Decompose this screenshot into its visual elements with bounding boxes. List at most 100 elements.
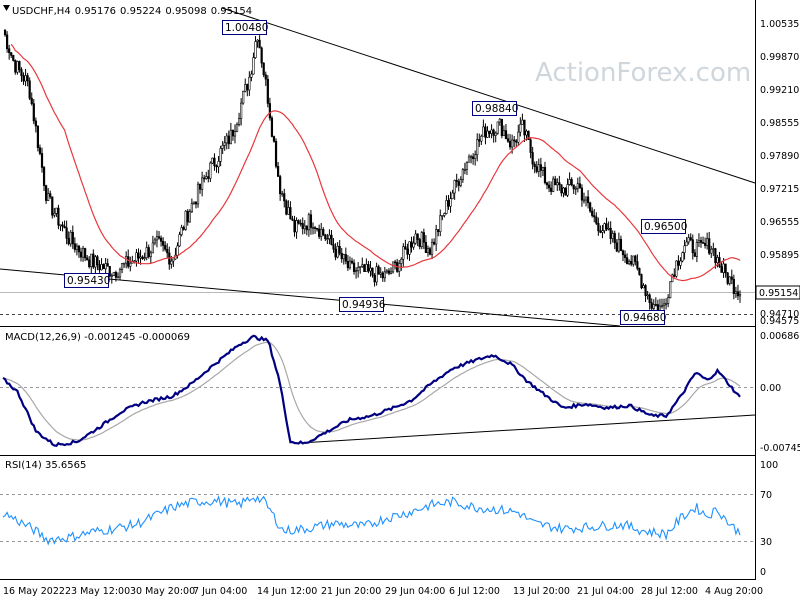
candle-body: [274, 141, 278, 167]
annotation-box: [641, 219, 686, 234]
candle-body: [47, 193, 50, 201]
candle-body: [488, 130, 491, 134]
candle-body: [537, 164, 540, 172]
candle-body: [525, 130, 528, 136]
candle-body: [145, 247, 148, 258]
candle-body: [547, 184, 551, 189]
time-axis: 16 May 2022 23 May 12:00 30 May 20:00 7 …: [3, 586, 763, 597]
candle-body: [73, 243, 76, 250]
macd-trendline: [299, 414, 756, 444]
candle-body: [554, 178, 557, 186]
candle-body: [32, 103, 35, 122]
candle-body: [660, 305, 664, 308]
candle-body: [447, 200, 450, 207]
candle-body: [675, 260, 678, 277]
candle-body: [61, 224, 64, 227]
candle-body: [293, 219, 296, 233]
candle-body: [704, 242, 707, 246]
candle-body: [201, 177, 204, 190]
rsi-tick: 100: [760, 460, 778, 471]
candle-body: [196, 183, 200, 205]
candle-body: [586, 196, 590, 204]
candle-body: [205, 176, 208, 180]
candle-body: [689, 237, 692, 241]
candle-body: [182, 227, 185, 230]
candle-body: [153, 239, 157, 244]
candle-body: [190, 203, 193, 213]
open-value: 0.95176: [75, 6, 116, 17]
candle-body: [644, 285, 647, 296]
candle-body: [383, 271, 386, 279]
candle-body: [609, 227, 612, 239]
candle-body: [529, 139, 532, 153]
candle-body: [338, 246, 341, 254]
candle-body: [340, 252, 343, 260]
candle-body: [75, 245, 79, 250]
candle-body: [229, 129, 232, 145]
price-axis: 1.00535 0.99870 0.99210 0.98555 0.97890 …: [755, 19, 800, 327]
candle-body: [486, 130, 489, 138]
candle-body: [127, 256, 130, 267]
watermark-text: ActionForex.com: [535, 58, 751, 88]
candle-body: [648, 294, 651, 304]
candle-body: [722, 263, 725, 273]
candle-body: [568, 179, 571, 185]
candle-body: [3, 29, 7, 36]
candle-body: [264, 74, 267, 80]
candle-body: [527, 130, 530, 141]
candle-body: [732, 278, 735, 294]
candle-body: [92, 253, 95, 268]
candle-body: [523, 119, 526, 136]
candle-body: [254, 41, 257, 58]
candle-body: [632, 255, 635, 265]
candle-body: [515, 140, 518, 143]
candle-body: [332, 244, 335, 250]
candle-body: [129, 262, 132, 267]
candle-body: [400, 258, 403, 264]
candle-body: [342, 254, 345, 260]
candle-body: [500, 118, 503, 137]
candle-body: [281, 193, 284, 195]
candle-body: [734, 291, 737, 294]
candle-body: [365, 264, 368, 272]
candle-body: [591, 210, 594, 216]
candle-body: [424, 241, 428, 254]
time-tick: 23 May 12:00: [65, 586, 130, 597]
candle-body: [545, 182, 549, 186]
candle-body: [430, 241, 434, 255]
candle-body: [619, 238, 623, 252]
candle-body: [673, 274, 676, 277]
candle-body: [439, 215, 442, 232]
candle-body: [720, 266, 723, 273]
candle-body: [712, 248, 715, 250]
time-tick: 14 Jun 12:00: [257, 586, 317, 597]
candle-body: [628, 261, 631, 265]
annotation-2: 0.98840: [472, 101, 518, 116]
candle-body: [348, 260, 352, 269]
candle-body: [262, 62, 265, 76]
annotation-box: [620, 310, 665, 325]
candle-body: [77, 245, 81, 253]
candle-body: [695, 242, 698, 257]
candle-body: [654, 304, 657, 306]
candle-body: [164, 245, 167, 250]
annotation-box: [222, 20, 267, 35]
candle-body: [716, 257, 719, 264]
candle-body: [671, 274, 674, 283]
macd-title: MACD(12,26,9) -0.001245 -0.000069: [5, 332, 190, 343]
rsi-title: RSI(14) 35.6565: [5, 460, 86, 471]
macd-axis: 0.006861 0.00 -0.007454: [760, 331, 800, 454]
candle-body: [227, 135, 230, 145]
candle-body: [640, 274, 643, 289]
candle-body: [303, 225, 306, 230]
candle-body: [203, 177, 206, 180]
candle-body: [57, 207, 60, 226]
candle-body: [71, 231, 74, 245]
candle-body: [334, 248, 337, 258]
candle-body: [258, 39, 261, 49]
candle-body: [120, 263, 124, 270]
candle-body: [437, 229, 440, 232]
candle-body: [441, 215, 444, 217]
candle-body: [650, 302, 653, 309]
candle-body: [506, 138, 510, 142]
